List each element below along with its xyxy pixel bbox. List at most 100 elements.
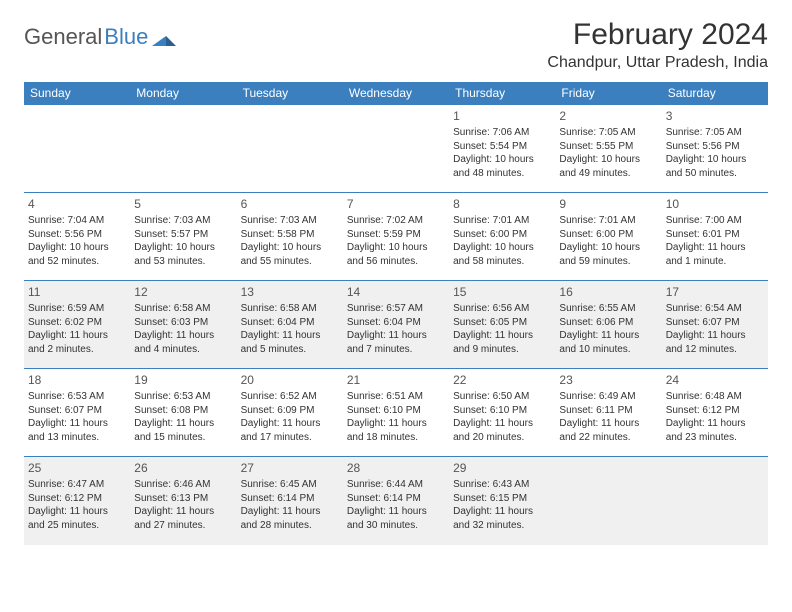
daylight-text: Daylight: 11 hours and 22 minutes. [559,417,657,444]
sunrise-text: Sunrise: 6:51 AM [347,390,445,404]
day-number: 9 [559,196,657,212]
sunset-text: Sunset: 6:02 PM [28,316,126,330]
day-number: 1 [453,108,551,124]
day-number: 16 [559,284,657,300]
sunset-text: Sunset: 6:14 PM [241,492,339,506]
daylight-text: Daylight: 11 hours and 13 minutes. [28,417,126,444]
daylight-text: Daylight: 11 hours and 15 minutes. [134,417,232,444]
sunset-text: Sunset: 6:13 PM [134,492,232,506]
sunrise-text: Sunrise: 6:44 AM [347,478,445,492]
daylight-text: Daylight: 10 hours and 52 minutes. [28,241,126,268]
location: Chandpur, Uttar Pradesh, India [547,54,768,72]
calendar-cell: 3Sunrise: 7:05 AMSunset: 5:56 PMDaylight… [662,105,768,193]
sunrise-text: Sunrise: 6:53 AM [28,390,126,404]
calendar-cell: 28 Sunrise: 6:44 AMSunset: 6:14 PMDayligh… [343,457,449,545]
calendar-cell: 8Sunrise: 7:01 AMSunset: 6:00 PMDaylight… [449,193,555,281]
calendar-cell: 23Sunrise: 6:49 AMSunset: 6:11 PMDayligh… [555,369,661,457]
sunrise-text: Sunrise: 7:01 AM [559,214,657,228]
calendar-cell: 10Sunrise: 7:00 AMSunset: 6:01 PMDayligh… [662,193,768,281]
sunset-text: Sunset: 5:54 PM [453,140,551,154]
sunset-text: Sunset: 6:08 PM [134,404,232,418]
daylight-text: Daylight: 11 hours and 10 minutes. [559,329,657,356]
daylight-text: Daylight: 10 hours and 53 minutes. [134,241,232,268]
weekday-header: Friday [555,82,661,105]
day-number: 15 [453,284,551,300]
sunrise-text: Sunrise: 6:58 AM [134,302,232,316]
header: GeneralBlue February 2024 Chandpur, Utta… [24,18,768,72]
calendar-cell: 24Sunrise: 6:48 AMSunset: 6:12 PMDayligh… [662,369,768,457]
sunrise-text: Sunrise: 7:03 AM [241,214,339,228]
sunrise-text: Sunrise: 6:47 AM [28,478,126,492]
calendar-week-row: 1 Sunrise: 7:06 AMSunset: 5:54 PM Daylight… [24,105,768,193]
day-number: 20 [241,372,339,388]
day-number: 8 [453,196,551,212]
sunrise-text: Sunrise: 7:02 AM [347,214,445,228]
daylight-text: Daylight: 10 hours and 59 minutes. [559,241,657,268]
sunset-text: Sunset: 6:09 PM [241,404,339,418]
sunset-text: Sunset: 6:06 PM [559,316,657,330]
weekday-header-row: SundayMondayTuesdayWednesdayThursdayFrid… [24,82,768,105]
calendar-cell: 26Sunrise: 6:46 AMSunset: 6:13 PMDayligh… [130,457,236,545]
daylight-text: Daylight: 11 hours and 20 minutes. [453,417,551,444]
calendar-cell: 14Sunrise: 6:57 AMSunset: 6:04 PMDayligh… [343,281,449,369]
day-number: 22 [453,372,551,388]
calendar-cell: 25Sunrise: 6:47 AMSunset: 6:12 PMDayligh… [24,457,130,545]
sunset-text: Sunset: 6:07 PM [666,316,764,330]
daylight-text: Daylight: 11 hours and 30 minutes. [347,505,445,532]
daylight-text: Daylight: 11 hours and 32 minutes. [453,505,551,532]
sunset-text: Sunset: 5:58 PM [241,228,339,242]
daylight-text: Daylight: 11 hours and 9 minutes. [453,329,551,356]
day-number: 19 [134,372,232,388]
sunrise-text: Sunrise: 6:45 AM [241,478,339,492]
day-number: 7 [347,196,445,212]
sunset-text: Sunset: 6:07 PM [28,404,126,418]
sunrise-text: Sunrise: 7:06 AM [453,126,551,140]
sunset-text: Sunset: 6:15 PM [453,492,551,506]
sunset-text: Sunset: 6:04 PM [347,316,445,330]
sunset-text: Sunset: 6:12 PM [666,404,764,418]
day-number: 4 [28,196,126,212]
daylight-text: Daylight: 10 hours and 50 minutes. [666,153,764,180]
sunset-text: Sunset: 5:56 PM [28,228,126,242]
weekday-header: Tuesday [237,82,343,105]
calendar-cell: 17Sunrise: 6:54 AMSunset: 6:07 PMDayligh… [662,281,768,369]
calendar-cell [662,457,768,545]
sunrise-text: Sunrise: 6:54 AM [666,302,764,316]
calendar-cell: 20Sunrise: 6:52 AMSunset: 6:09 PMDayligh… [237,369,343,457]
sunrise-text: Sunrise: 6:55 AM [559,302,657,316]
calendar-week-row: 4Sunrise: 7:04 AMSunset: 5:56 PMDaylight… [24,193,768,281]
sunset-text: Sunset: 6:00 PM [453,228,551,242]
daylight-text: Daylight: 11 hours and 12 minutes. [666,329,764,356]
weekday-header: Thursday [449,82,555,105]
calendar-cell: 16 Sunrise: 6:55 AMSunset: 6:06 PMDayligh… [555,281,661,369]
calendar-cell [237,105,343,193]
day-number: 5 [134,196,232,212]
calendar-cell: 11Sunrise: 6:59 AMSunset: 6:02 PMDayligh… [24,281,130,369]
sunset-text: Sunset: 6:12 PM [28,492,126,506]
calendar-cell: 22Sunrise: 6:50 AMSunset: 6:10 PMDayligh… [449,369,555,457]
calendar-cell: 21Sunrise: 6:51 AMSunset: 6:10 PMDayligh… [343,369,449,457]
sunrise-text: Sunrise: 6:58 AM [241,302,339,316]
sunset-text: Sunset: 5:55 PM [559,140,657,154]
logo-text-1: General [24,24,102,50]
sunset-text: Sunset: 6:14 PM [347,492,445,506]
day-number: 14 [347,284,445,300]
sunset-text: Sunset: 5:56 PM [666,140,764,154]
calendar-cell: 6Sunrise: 7:03 AMSunset: 5:58 PMDaylight… [237,193,343,281]
weekday-header: Wednesday [343,82,449,105]
month-title: February 2024 [547,18,768,52]
sunset-text: Sunset: 6:10 PM [347,404,445,418]
day-number: 28 [347,460,445,476]
calendar-cell: 4Sunrise: 7:04 AMSunset: 5:56 PMDaylight… [24,193,130,281]
daylight-text: Daylight: 11 hours and 23 minutes. [666,417,764,444]
day-number: 23 [559,372,657,388]
logo: GeneralBlue [24,18,176,50]
daylight-text: Daylight: 11 hours and 28 minutes. [241,505,339,532]
calendar-cell: 9Sunrise: 7:01 AMSunset: 6:00 PMDaylight… [555,193,661,281]
calendar-cell: 5Sunrise: 7:03 AMSunset: 5:57 PMDaylight… [130,193,236,281]
sunrise-text: Sunrise: 6:56 AM [453,302,551,316]
sunset-text: Sunset: 6:10 PM [453,404,551,418]
daylight-text: Daylight: 11 hours and 1 minute. [666,241,764,268]
title-block: February 2024 Chandpur, Uttar Pradesh, I… [547,18,768,72]
daylight-text: Daylight: 10 hours and 55 minutes. [241,241,339,268]
